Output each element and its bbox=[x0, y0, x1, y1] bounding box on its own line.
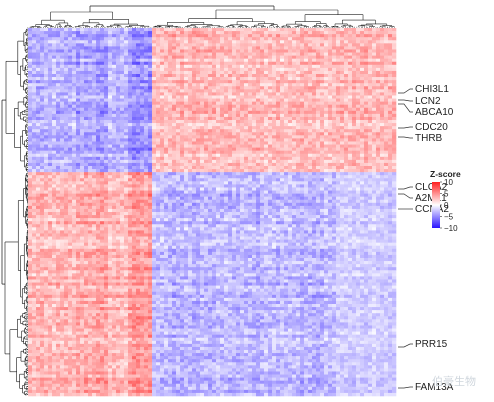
legend-tick-label: −5 bbox=[444, 213, 454, 222]
row-label-group: CHI3L1LCN2ABCA10CDC20THRBCLCA2A2ML1CCNA2… bbox=[398, 84, 454, 393]
row-label-connector bbox=[398, 186, 413, 190]
watermark-text: 伯豪生物 bbox=[432, 374, 476, 388]
row-label-connector bbox=[398, 343, 413, 348]
legend-colorbar bbox=[432, 182, 440, 228]
legend-tick-label: 10 bbox=[444, 178, 453, 187]
row-label-connector bbox=[398, 99, 413, 102]
row-label-connector bbox=[398, 193, 413, 199]
legend-tick-label: 5 bbox=[444, 190, 449, 199]
row-label: FAM13A bbox=[415, 382, 454, 393]
row-label: THRB bbox=[415, 133, 443, 144]
row-label-connector bbox=[398, 136, 413, 139]
row-label: PRR15 bbox=[415, 339, 448, 350]
heatmap-matrix bbox=[28, 28, 397, 397]
row-label-connector bbox=[398, 88, 413, 94]
row-label: CLCA2 bbox=[415, 182, 448, 193]
row-dendrogram bbox=[1, 27, 28, 396]
row-label-connector bbox=[398, 103, 413, 113]
row-label-connector bbox=[398, 126, 413, 129]
column-dendrogram bbox=[27, 5, 395, 28]
legend-tick-label: 0 bbox=[444, 201, 449, 210]
legend-tick-label: −10 bbox=[444, 224, 458, 233]
row-label: CHI3L1 bbox=[415, 84, 449, 95]
legend-title: Z-score bbox=[430, 169, 461, 179]
row-label: CDC20 bbox=[415, 122, 448, 133]
color-legend: Z-score 10 5 0 −5 −10 bbox=[430, 169, 461, 233]
row-label: A2ML1 bbox=[415, 193, 447, 204]
row-label: ABCA10 bbox=[415, 107, 454, 118]
row-label: LCN2 bbox=[415, 96, 441, 107]
row-label-connector bbox=[398, 386, 413, 389]
